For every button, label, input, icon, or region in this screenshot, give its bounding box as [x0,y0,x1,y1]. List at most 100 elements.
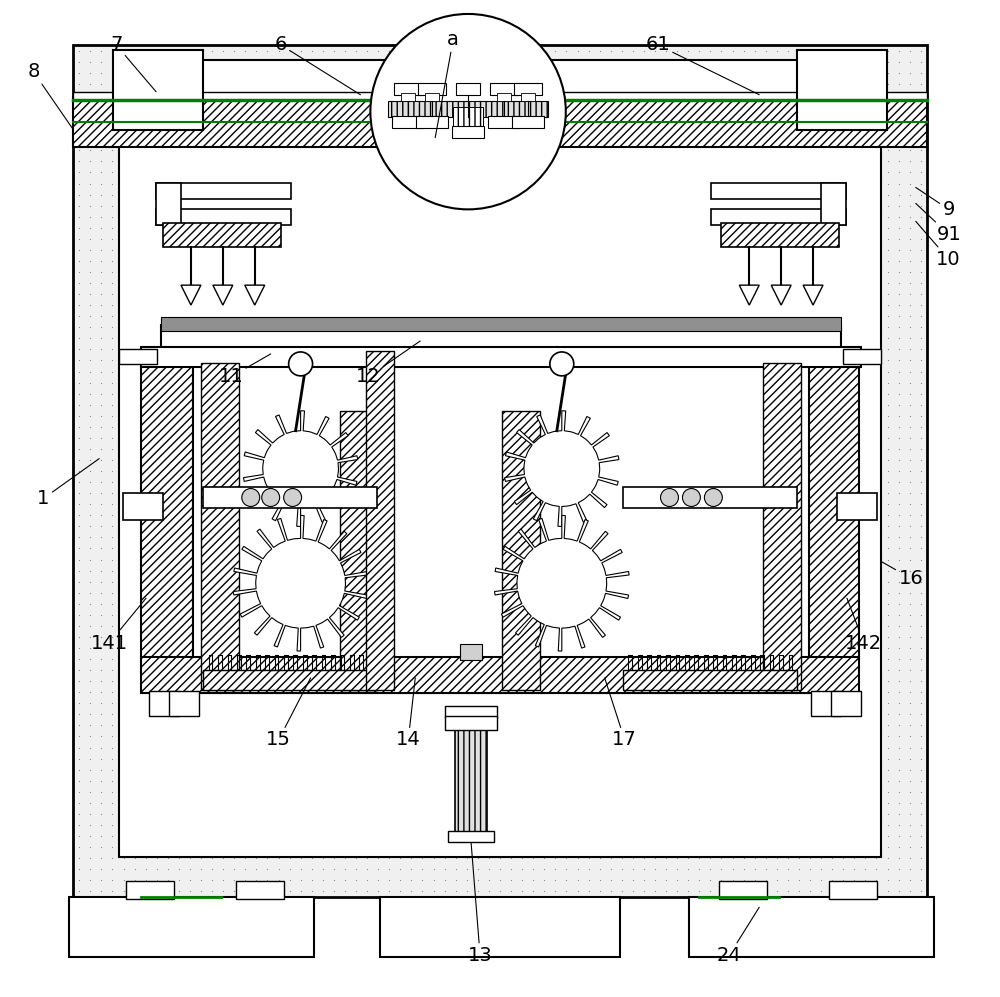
Bar [512,116,544,128]
Text: 13: 13 [468,842,492,965]
Bar [623,487,797,508]
Bar [169,691,199,716]
Bar [193,364,809,693]
Bar [203,487,377,508]
Bar [388,101,548,117]
Bar [149,691,179,716]
Bar [829,881,877,899]
Bar [456,83,480,95]
Bar [161,317,841,331]
Bar [490,83,518,95]
Polygon shape [495,515,629,651]
Bar [502,411,540,690]
Bar [521,93,535,101]
Bar [497,93,511,101]
Bar [623,670,797,690]
Bar [73,45,927,897]
Bar [401,93,415,101]
Text: 11: 11 [218,354,271,387]
Polygon shape [233,515,368,651]
Bar [69,897,314,957]
Circle shape [370,14,566,209]
Bar [514,83,542,95]
Text: 9: 9 [916,187,955,219]
Bar [416,116,448,128]
Text: 24: 24 [717,907,759,965]
Text: 142: 142 [845,598,882,653]
Bar [837,493,877,520]
Text: 15: 15 [266,678,311,750]
Bar [156,183,181,225]
Bar [488,116,520,128]
Polygon shape [245,285,265,305]
Bar [161,325,841,349]
Bar [448,831,494,842]
Circle shape [704,489,722,506]
Bar [445,706,497,718]
Text: 91: 91 [916,203,961,244]
Bar [73,97,927,147]
Bar [141,347,861,367]
Bar [460,644,482,660]
Bar [340,411,378,690]
Bar [811,691,841,716]
Bar [807,364,859,658]
Text: 7: 7 [110,35,156,92]
Bar [203,670,377,690]
Bar [452,126,484,138]
Bar [236,881,284,899]
Bar [453,107,483,127]
Bar [126,881,174,899]
Bar [821,183,846,225]
Polygon shape [803,285,823,305]
Polygon shape [243,411,358,526]
Polygon shape [213,285,233,305]
Bar [763,363,801,690]
Polygon shape [181,285,201,305]
Bar [366,351,394,690]
Bar [156,209,291,225]
Circle shape [550,352,574,376]
Text: 1: 1 [37,459,99,508]
Bar [163,223,281,247]
Bar [119,60,881,857]
Bar [719,881,767,899]
Polygon shape [739,285,759,305]
Bar [418,83,446,95]
Text: 10: 10 [916,221,961,269]
Circle shape [289,352,313,376]
Polygon shape [771,285,791,305]
Bar [797,50,887,130]
Bar [455,713,487,842]
Bar [711,183,846,199]
Polygon shape [505,411,619,526]
Circle shape [242,489,260,506]
Bar [394,83,422,95]
Bar [721,223,839,247]
Bar [831,691,861,716]
Bar [156,183,291,199]
Text: 12: 12 [356,341,420,387]
Text: 6: 6 [274,35,360,95]
Circle shape [284,489,302,506]
Bar [73,92,927,100]
Text: 17: 17 [605,678,637,750]
Text: a: a [435,30,459,138]
Bar [689,897,934,957]
Bar [843,349,881,364]
Bar [445,716,497,730]
Text: 8: 8 [27,62,73,130]
Text: 141: 141 [91,598,146,653]
Bar [380,897,620,957]
Bar [119,349,157,364]
Text: 14: 14 [396,678,421,750]
Text: 61: 61 [645,35,759,95]
Circle shape [262,489,280,506]
Bar [141,364,193,658]
Text: 16: 16 [881,561,923,588]
Circle shape [661,489,678,506]
Bar [123,493,163,520]
Circle shape [682,489,700,506]
Bar [141,657,859,693]
Bar [201,363,239,690]
